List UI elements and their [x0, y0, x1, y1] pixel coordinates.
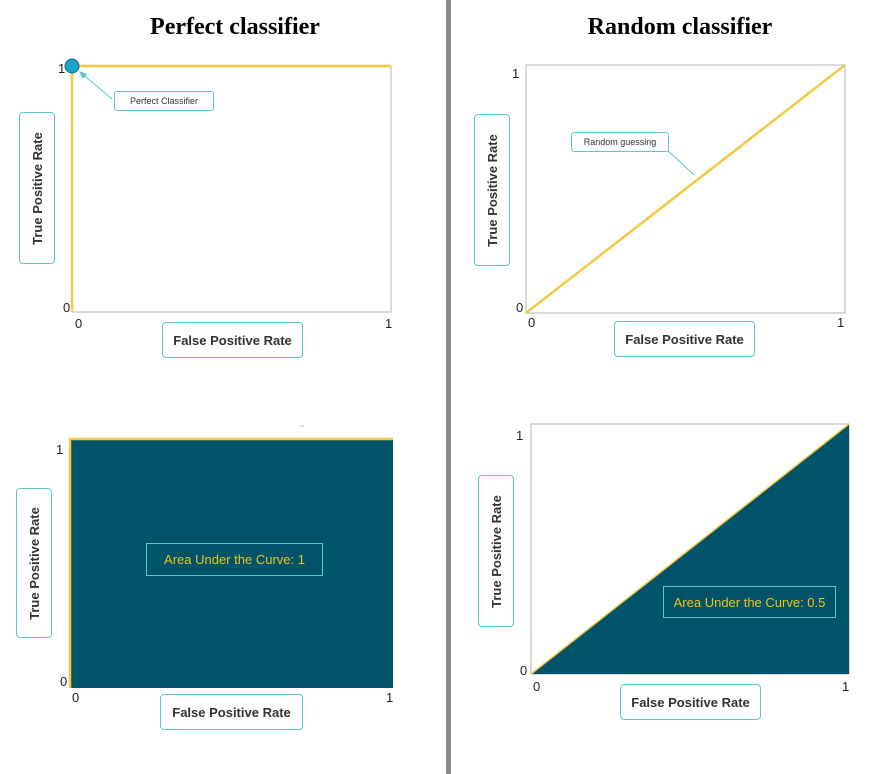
y-axis-label: True Positive Rate — [19, 112, 55, 264]
perfect-point-marker — [64, 58, 80, 74]
perfect-classifier-callout: Perfect Classifier — [114, 91, 214, 111]
y-tick-label: 1 — [58, 61, 66, 76]
y-tick-label: 1 — [56, 442, 64, 457]
x-tick-label: 0 — [533, 679, 541, 694]
x-tick-label: 0 — [528, 315, 536, 330]
x-tick-label: 1 — [842, 679, 850, 694]
roc-curve — [530, 423, 850, 675]
right-column-title: Random classifier — [587, 14, 773, 40]
y-tick-label: 1 — [516, 428, 524, 443]
y-tick-label: 0 — [63, 300, 71, 315]
x-tick-label: 1 — [385, 316, 393, 331]
column-divider — [446, 0, 451, 774]
y-tick-label: 1 — [512, 66, 520, 81]
x-tick-label: 1 — [837, 315, 845, 330]
left-column-title: Perfect classifier — [150, 14, 320, 40]
x-axis-label: False Positive Rate — [160, 694, 303, 730]
roc-curve — [525, 64, 846, 314]
x-axis-label: False Positive Rate — [620, 684, 761, 720]
x-tick-label: 0 — [72, 690, 80, 705]
y-tick-label: 0 — [516, 300, 524, 315]
auc-area — [70, 439, 393, 688]
x-tick-label: 1 — [386, 690, 394, 705]
y-tick-label: 0 — [60, 674, 68, 689]
y-axis-label: True Positive Rate — [478, 475, 514, 627]
x-tick-label: 0 — [75, 316, 83, 331]
x-axis-label: False Positive Rate — [614, 321, 755, 357]
annotation-arrow — [79, 71, 113, 100]
auc-annotation: Area Under the Curve: 1 — [146, 543, 323, 576]
y-tick-label: 0 — [520, 663, 528, 678]
annotation-arrowhead — [79, 71, 87, 79]
y-axis-label: True Positive Rate — [16, 488, 52, 638]
annotation-arrow — [664, 147, 695, 176]
roc-curve — [68, 437, 393, 688]
x-axis-label: False Positive Rate — [162, 322, 303, 358]
random-guessing-callout: Random guessing — [571, 132, 669, 152]
auc-annotation: Area Under the Curve: 0.5 — [663, 586, 836, 618]
y-axis-label: True Positive Rate — [474, 114, 510, 266]
